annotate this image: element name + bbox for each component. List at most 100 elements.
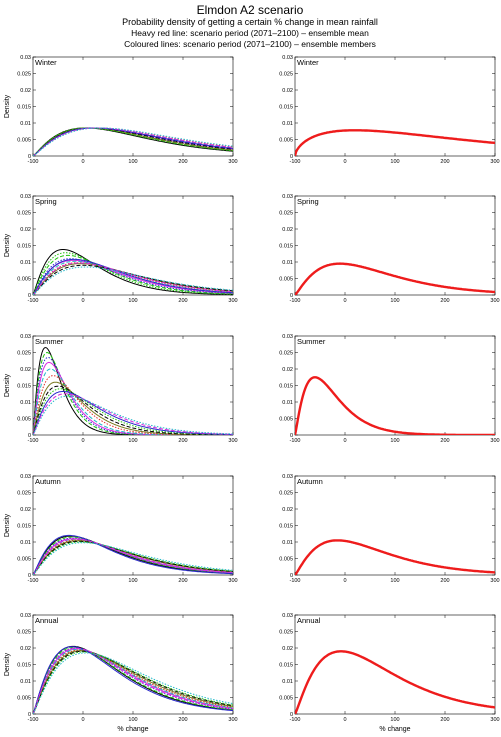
figure-note-mean: Heavy red line: scenario period (2071–21… (131, 28, 369, 38)
plot-frame (32, 195, 234, 296)
y-tick-label: 0.02 (20, 227, 31, 233)
series-line-member (33, 258, 233, 295)
series-group (33, 534, 233, 575)
y-tick-label: 0 (28, 293, 31, 299)
series-line-member (33, 648, 233, 714)
figure-subtitle: Probability density of getting a certain… (122, 17, 378, 27)
series-line-member (33, 127, 233, 156)
x-tick-label: 300 (490, 298, 499, 304)
x-tick-label: 100 (128, 717, 137, 723)
x-tick-label: 100 (390, 159, 399, 165)
series-line-member (33, 650, 233, 714)
y-tick-label: 0.01 (282, 540, 293, 546)
y-tick-label: 0.03 (20, 194, 31, 200)
y-axis-label: Density (4, 373, 11, 397)
series-line-member (33, 127, 233, 156)
y-tick-label: 0.025 (279, 211, 293, 217)
series-line-member (33, 395, 233, 435)
y-tick-label: 0.005 (279, 696, 293, 702)
x-tick-label: 0 (81, 159, 84, 165)
y-tick-label: 0.015 (17, 384, 31, 390)
series-line-member (33, 127, 233, 156)
y-tick-label: 0.02 (20, 646, 31, 652)
y-tick-label: 0.005 (17, 277, 31, 283)
figure-note-members: Coloured lines: scenario period (2071–21… (124, 39, 376, 49)
series-line-mean (295, 650, 495, 714)
series-line-member (33, 388, 233, 435)
x-tick-label: -100 (289, 717, 300, 723)
x-tick-label: 100 (128, 438, 137, 444)
y-axis-label: Density (4, 652, 11, 676)
y-tick-label: 0 (28, 433, 31, 439)
x-tick-label: 100 (390, 578, 399, 584)
y-tick-label: 0.01 (282, 121, 293, 127)
y-tick-label: 0.005 (17, 138, 31, 144)
y-tick-label: 0.025 (279, 491, 293, 497)
series-line-member (33, 647, 233, 714)
x-tick-label: 100 (128, 298, 137, 304)
y-tick-label: 0.005 (279, 138, 293, 144)
x-tick-label: 200 (178, 578, 187, 584)
y-tick-label: 0.02 (282, 507, 293, 513)
y-tick-label: 0 (290, 433, 293, 439)
series-line-member (33, 651, 233, 714)
series-group (295, 650, 495, 714)
series-line-member (33, 541, 233, 575)
season-label: Autumn (35, 477, 61, 486)
x-tick-label: -100 (27, 717, 38, 723)
series-line-mean (295, 129, 495, 156)
y-tick-label: 0.01 (20, 540, 31, 546)
x-tick-label: 0 (343, 298, 346, 304)
x-tick-label: 200 (178, 159, 187, 165)
y-tick-label: 0.03 (282, 55, 293, 61)
y-axis-label: Density (4, 513, 11, 537)
y-tick-label: 0.03 (282, 474, 293, 480)
plot-frame (32, 56, 234, 157)
y-tick-label: 0.03 (20, 55, 31, 61)
x-tick-label: 100 (128, 159, 137, 165)
x-tick-label: 100 (390, 298, 399, 304)
y-tick-label: 0 (290, 573, 293, 579)
season-label: Annual (297, 616, 321, 625)
y-tick-label: 0.01 (20, 260, 31, 266)
y-tick-label: 0.01 (282, 400, 293, 406)
x-tick-label: 100 (390, 438, 399, 444)
series-group (33, 347, 233, 435)
y-tick-label: 0.01 (282, 260, 293, 266)
season-label: Summer (35, 337, 64, 346)
y-tick-label: 0 (290, 712, 293, 718)
series-line-member (33, 542, 233, 575)
x-tick-label: 0 (343, 717, 346, 723)
series-line-member (33, 385, 233, 435)
series-line-member (33, 390, 233, 435)
series-line-member (33, 252, 233, 295)
series-line-member (33, 347, 233, 435)
y-tick-label: 0.03 (20, 474, 31, 480)
series-line-member (33, 375, 233, 435)
series-line-member (33, 254, 233, 295)
series-line-member (33, 381, 233, 435)
series-line-member (33, 264, 233, 295)
y-tick-label: 0.015 (279, 244, 293, 250)
x-tick-label: 200 (440, 438, 449, 444)
y-tick-label: 0.015 (279, 524, 293, 530)
y-tick-label: 0.025 (279, 630, 293, 636)
series-line-member (33, 393, 233, 435)
series-line-member (33, 368, 233, 435)
y-tick-label: 0.03 (20, 613, 31, 619)
series-group (33, 645, 233, 714)
x-tick-label: 300 (228, 298, 237, 304)
season-label: Spring (35, 197, 57, 206)
y-tick-label: 0.01 (20, 121, 31, 127)
series-line-member (33, 652, 233, 714)
series-line-member (33, 127, 233, 156)
y-tick-label: 0.01 (20, 400, 31, 406)
y-tick-label: 0.02 (20, 507, 31, 513)
x-tick-label: 300 (228, 159, 237, 165)
